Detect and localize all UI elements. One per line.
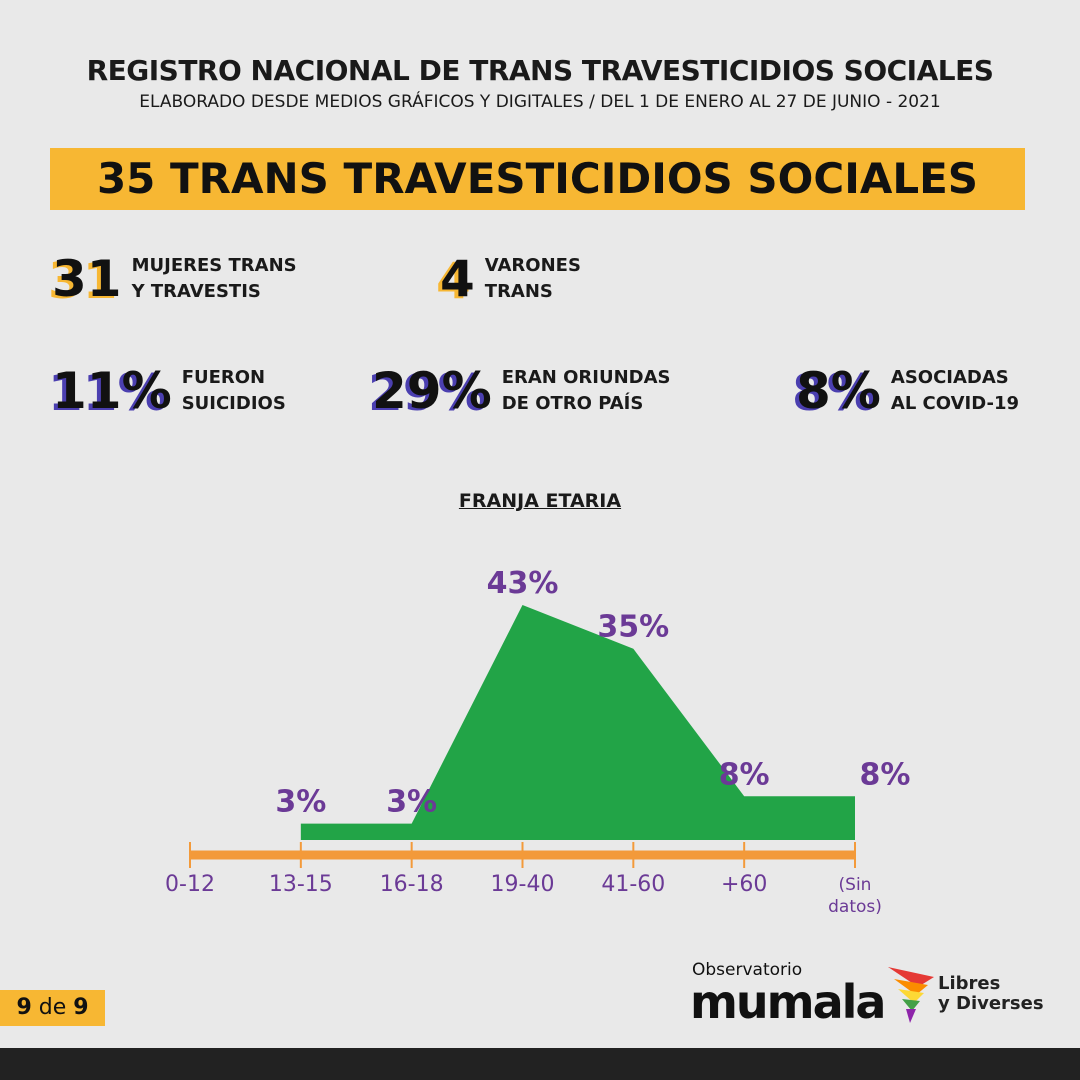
area [300,605,855,840]
stat-label-line: ERAN ORIUNDAS [501,367,671,388]
stat: 31 MUJERES TRANS Y TRAVESTIS [52,250,297,308]
x-tick-label: 16-18 [379,872,444,897]
logo1-name: mumala [690,975,886,1029]
footer-bar [0,1048,1080,1080]
stat-number: 29% [372,362,492,420]
stat-label: MUJERES TRANS Y TRAVESTIS [132,253,297,305]
stat-label-line: ASOCIADAS [890,367,1009,388]
title: REGISTRO NACIONAL DE TRANS TRAVESTICIDIO… [86,54,994,87]
stat: 4 VARONES TRANS [440,250,581,308]
x-tick-label: 19-40 [490,872,555,897]
subtitle: ELABORADO DESDE MEDIOS GRÁFICOS Y DIGITA… [139,92,941,112]
stat-label-line: FUERON [181,367,266,388]
logo1-top: Observatorio [692,960,803,980]
banner: 35 TRANS TRAVESTICIDIOS SOCIALES [50,148,1025,210]
stat-label-line: MUJERES TRANS [131,255,297,276]
x-tick-label: (Sin datos) [828,875,882,917]
stat-label-line: VARONES [484,255,581,276]
stat-number: 31 [52,250,122,308]
stat: 8% ASOCIADAS AL COVID-19 [796,362,1019,420]
x-tick-label: 13-15 [268,872,333,897]
stat-label: ERAN ORIUNDAS DE OTRO PAÍS [502,365,671,417]
stat-number: 4 [440,250,475,308]
x-tick-label: 41-60 [601,872,666,897]
page-total: 9 [73,995,89,1020]
logo2: Libres y Diverses [938,974,1044,1014]
page-of: de [38,995,67,1020]
stat-label-line: TRANS [484,281,553,302]
value-label: 35% [597,610,669,645]
value-label: 8% [860,757,911,792]
x-tick-label: 0-12 [165,872,215,897]
stat-label: ASOCIADAS AL COVID-19 [891,365,1019,417]
stat-label-line: SUICIDIOS [181,393,286,414]
stat: 29% ERAN ORIUNDAS DE OTRO PAÍS [372,362,670,420]
value-label: 3% [275,785,326,820]
page-current: 9 [16,995,32,1020]
stat-label: FUERON SUICIDIOS [182,365,286,417]
logo2-line: y Diverses [938,993,1044,1014]
stat-label-line: Y TRAVESTIS [131,281,261,302]
logo2-line: Libres [938,973,1001,994]
value-label: 3% [386,785,437,820]
logo2-icon [888,967,934,1023]
value-label: 43% [487,566,559,601]
x-tick-label: +60 [720,872,768,897]
page-indicator: 9 de 9 [0,990,105,1026]
stat-label: VARONES TRANS [485,253,581,305]
stat-label-line: DE OTRO PAÍS [501,393,644,414]
stat-number: 8% [796,362,881,420]
stat-number: 11% [52,362,172,420]
stat-label-line: AL COVID-19 [890,393,1020,414]
value-label: 8% [719,757,770,792]
stat: 11% FUERON SUICIDIOS [52,362,286,420]
chart-title: FRANJA ETARIA [458,490,622,512]
